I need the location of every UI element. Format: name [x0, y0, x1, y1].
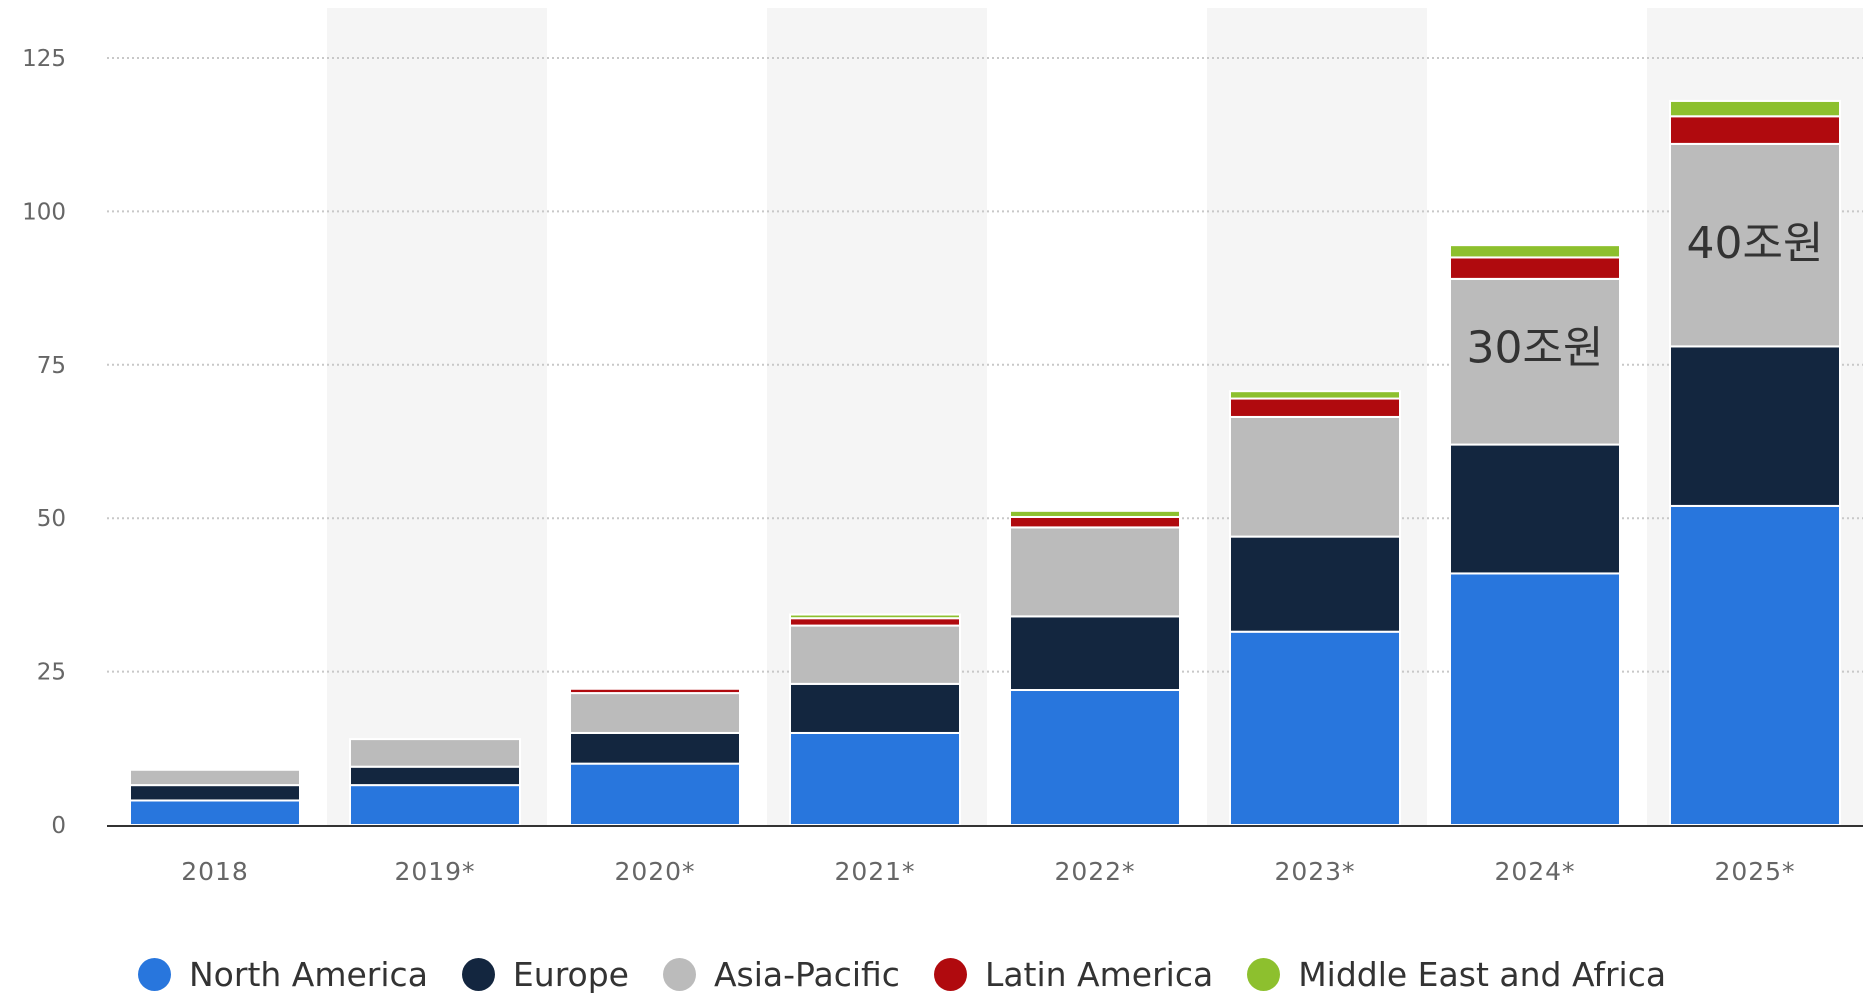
- bar-segment[interactable]: [1009, 526, 1181, 618]
- bar-segment[interactable]: [569, 731, 741, 765]
- legend-item[interactable]: Latin America: [933, 955, 1214, 994]
- bar-segment[interactable]: [1449, 443, 1621, 575]
- bar-segment[interactable]: [1009, 509, 1181, 518]
- legend-label: Europe: [512, 955, 629, 994]
- bar-segment[interactable]: [349, 765, 521, 787]
- x-tick-label: 2025*: [1714, 857, 1795, 886]
- x-tick-label: 2023*: [1274, 857, 1355, 886]
- x-tick-label: 2019*: [394, 857, 475, 886]
- x-tick-label: 2024*: [1494, 857, 1575, 886]
- bar-segment[interactable]: [1229, 535, 1401, 633]
- bar-segment[interactable]: [569, 692, 741, 734]
- y-tick-label: 75: [37, 353, 66, 379]
- legend-item[interactable]: Middle East and Africa: [1247, 955, 1666, 994]
- bar-segment[interactable]: [1669, 99, 1841, 118]
- legend-label: Latin America: [984, 955, 1214, 994]
- bars: [129, 99, 1841, 827]
- bar-segment[interactable]: [789, 617, 961, 627]
- bar-segment[interactable]: [1229, 415, 1401, 538]
- y-tick-label: 0: [51, 813, 66, 839]
- bar-segment[interactable]: [569, 762, 741, 827]
- y-axis-ticks: 0 25 50 75 100 125: [22, 46, 66, 839]
- bar-segment[interactable]: [1669, 504, 1841, 826]
- x-tick-label: 2021*: [834, 857, 915, 886]
- y-tick-label: 125: [22, 46, 66, 72]
- legend-item[interactable]: Europe: [461, 955, 629, 994]
- bar-segment[interactable]: [1669, 142, 1841, 348]
- annotations: 30조원 40조원: [1467, 218, 1824, 373]
- legend-marker: [933, 958, 967, 991]
- bar-segment[interactable]: [789, 624, 961, 685]
- bar-segment[interactable]: [1449, 277, 1621, 446]
- bar-segment[interactable]: [789, 731, 961, 827]
- bar-segment[interactable]: [129, 799, 301, 826]
- bar-segment[interactable]: [1449, 572, 1621, 827]
- legend-label: North America: [189, 955, 428, 994]
- bar-segment[interactable]: [1229, 630, 1401, 826]
- bar-segment[interactable]: [1009, 515, 1181, 529]
- x-axis-ticks: 2018 2019* 2020* 2021* 2022* 2023* 2024* 2025*: [181, 857, 1795, 886]
- legend-marker: [662, 958, 696, 991]
- annotation-label: 30조원: [1467, 322, 1604, 373]
- legend-label: Asia-Pacific: [713, 955, 900, 994]
- column-band: [327, 8, 547, 825]
- annotation-label: 40조원: [1687, 218, 1824, 269]
- bar-segment[interactable]: [1229, 397, 1401, 418]
- bar-segment[interactable]: [129, 784, 301, 802]
- bar-segment[interactable]: [1449, 256, 1621, 280]
- x-tick-label: 2020*: [614, 857, 695, 886]
- legend-marker: [1247, 958, 1281, 991]
- y-tick-label: 100: [22, 199, 66, 225]
- legend-marker: [138, 958, 171, 991]
- legend: North America Europe Asia-Pacific Latin Ame…: [138, 955, 1700, 994]
- x-tick-label: 2022*: [1054, 857, 1135, 886]
- bar-segment[interactable]: [1229, 390, 1401, 400]
- bar-segment[interactable]: [569, 687, 741, 695]
- bar-segment[interactable]: [789, 682, 961, 734]
- legend-marker: [461, 958, 495, 991]
- legend-item[interactable]: Asia-Pacific: [662, 955, 900, 994]
- y-tick-label: 50: [37, 506, 66, 532]
- legend-item[interactable]: North America: [138, 955, 428, 994]
- bar-segment[interactable]: [789, 613, 961, 620]
- bar-segment[interactable]: [129, 768, 301, 787]
- bar-segment[interactable]: [1449, 244, 1621, 259]
- bar-segment[interactable]: [1009, 615, 1181, 692]
- bar-segment[interactable]: [1669, 345, 1841, 507]
- bar-segment[interactable]: [1009, 689, 1181, 826]
- y-tick-label: 25: [37, 660, 66, 686]
- bar-segment[interactable]: [349, 738, 521, 768]
- x-tick-label: 2018: [181, 857, 249, 886]
- legend-label: Middle East and Africa: [1298, 955, 1667, 994]
- bar-segment[interactable]: [349, 784, 521, 827]
- bar-segment[interactable]: [1669, 115, 1841, 145]
